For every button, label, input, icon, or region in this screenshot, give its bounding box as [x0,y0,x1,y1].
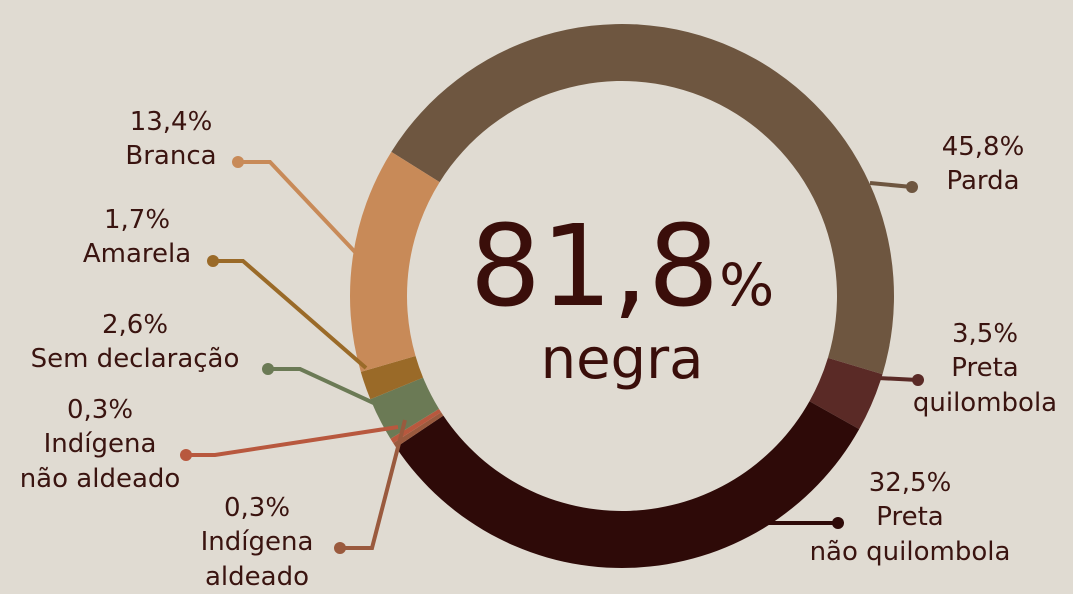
leaders [180,156,924,554]
value-label: 32,5% [869,468,952,498]
value-label: 0,3% [224,493,290,523]
leader-line [213,259,368,370]
leader-line [869,181,913,189]
donut-segment [396,401,860,569]
category-label: Preta não quilombola [810,502,1011,567]
category-label: Preta quilombola [913,353,1057,418]
value-label: 0,3% [67,395,133,425]
leader-dot [262,363,274,375]
category-label: Sem declaração [31,344,240,374]
category-line: Amarela [83,239,191,269]
leader-dot [912,374,924,386]
leader-line [238,160,357,254]
category-line: não quilombola [810,537,1011,567]
category-line: Preta [876,502,943,532]
category-label: Branca [125,141,216,171]
category-line: Branca [125,141,216,171]
leader-dot [207,255,219,267]
category-label: Indígena aldeado [201,527,314,592]
center-unit: % [719,251,774,319]
center-label: negra [541,327,704,392]
value-label: 13,4% [130,107,213,137]
leader-line [186,425,399,457]
donut-segment [809,357,883,430]
category-line: Sem declaração [31,344,240,374]
category-line: aldeado [205,562,309,592]
category-line: Preta [951,353,1018,383]
category-line: quilombola [913,388,1057,418]
category-line: Indígena [201,527,314,557]
donut-segment [393,412,444,448]
leader-dot [180,449,192,461]
leader-dot [906,181,918,193]
donut-segment [370,377,439,439]
leader-line [268,367,379,407]
donut [350,24,894,569]
leader-line [877,376,919,382]
leader-dot [232,156,244,168]
value-label: 45,8% [942,132,1025,162]
donut-segment [360,355,424,400]
leader-dot [334,542,346,554]
category-label: Indígena não aldeado [20,429,181,494]
center-text: 81,8% [470,202,775,332]
donut-segment [391,24,894,375]
value-label: 3,5% [952,319,1018,349]
value-label: 2,6% [102,310,168,340]
donut-segment [350,151,440,372]
leader-dot [832,517,844,529]
category-line: Indígena [44,429,157,459]
leader-line [340,419,407,550]
value-label: 1,7% [104,205,170,235]
category-label: Parda [946,166,1019,196]
category-line: não aldeado [20,464,181,494]
category-label: Amarela [83,239,191,269]
center-value: 81,8 [470,202,719,332]
category-line: Parda [946,166,1019,196]
